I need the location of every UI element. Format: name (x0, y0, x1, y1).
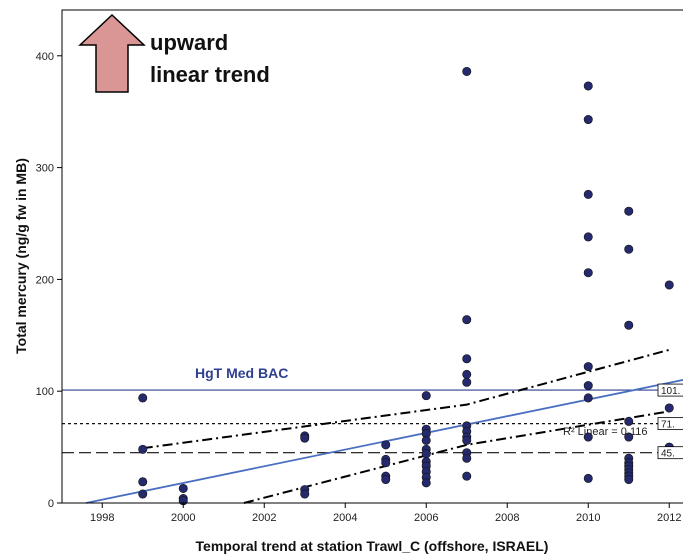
data-point (138, 477, 148, 487)
x-axis-title: Temporal trend at station Trawl_C (offsh… (196, 538, 549, 554)
trend-annotation-line2: linear trend (150, 62, 270, 87)
x-tick-label: 2004 (333, 512, 357, 524)
data-point (583, 189, 593, 199)
data-point (462, 377, 472, 387)
data-point (138, 393, 148, 403)
up-arrow-icon (78, 13, 146, 93)
reference-tag-label: 45. (661, 449, 675, 460)
linear-fit-line (85, 379, 683, 504)
data-point (462, 315, 472, 325)
x-tick-label: 2006 (414, 512, 438, 524)
x-tick-label: 1998 (90, 512, 114, 524)
y-tick-label: 400 (36, 51, 54, 63)
x-tick-label: 2002 (252, 512, 276, 524)
data-point (138, 444, 148, 454)
data-point (583, 232, 593, 242)
reference-tag-box (657, 446, 683, 460)
data-point (462, 354, 472, 364)
data-point (583, 362, 593, 372)
data-point (178, 483, 188, 493)
plot-frame (61, 9, 683, 504)
data-point (624, 416, 634, 426)
data-point (583, 432, 593, 442)
data-point (583, 81, 593, 91)
data-point (583, 473, 593, 483)
data-point (381, 440, 391, 450)
reference-tag-label: 101. (661, 386, 680, 397)
data-point (624, 206, 634, 216)
trend-annotation: upward linear trend (78, 13, 270, 93)
data-point (583, 115, 593, 125)
x-axis-ticks: 1998 2000 2002 2004 2006 2008 2010 2012 (90, 503, 681, 524)
ci-upper-line (142, 348, 670, 450)
data-point (381, 475, 391, 485)
trend-annotation-line1: upward (150, 30, 228, 55)
confidence-interval-lines (142, 348, 670, 504)
reference-tag-label: 71. (661, 420, 675, 431)
data-point (462, 453, 472, 463)
data-point (138, 489, 148, 499)
data-point (624, 432, 634, 442)
x-tick-label: 2000 (171, 512, 195, 524)
reference-line-tags: 101. 71. 45. (657, 383, 683, 460)
data-point (421, 435, 431, 445)
ci-lower-line (243, 410, 670, 504)
data-point (583, 393, 593, 403)
y-tick-label: 100 (36, 386, 54, 398)
x-tick-label: 2010 (576, 512, 600, 524)
data-point (300, 433, 310, 443)
data-point (421, 391, 431, 401)
x-tick-label: 2012 (657, 512, 681, 524)
y-axis-ticks: 0 100 200 300 400 (36, 51, 62, 510)
data-point (664, 280, 674, 290)
data-point (664, 403, 674, 413)
data-point (624, 244, 634, 254)
data-point (300, 489, 310, 499)
data-point (462, 435, 472, 445)
data-point (462, 369, 472, 379)
data-point (583, 381, 593, 391)
reference-tag-box (657, 417, 683, 431)
data-point (462, 471, 472, 481)
data-point (462, 66, 472, 76)
y-axis-title: Total mercury (ng/g fw in MB) (13, 158, 29, 354)
data-point (421, 449, 431, 459)
reference-tag-box (657, 383, 683, 397)
bac-label: HgT Med BAC (195, 365, 288, 381)
data-point (381, 458, 391, 468)
data-point (421, 478, 431, 488)
data-point (624, 320, 634, 330)
y-tick-label: 0 (48, 498, 54, 510)
y-tick-label: 200 (36, 274, 54, 286)
x-tick-label: 2008 (495, 512, 519, 524)
data-point (583, 268, 593, 278)
fit-line-segment (85, 379, 683, 504)
r2-label: R² Linear = 0.116 (563, 426, 648, 438)
scatter-points (138, 66, 674, 506)
y-tick-label: 300 (36, 163, 54, 175)
data-point (624, 475, 634, 485)
